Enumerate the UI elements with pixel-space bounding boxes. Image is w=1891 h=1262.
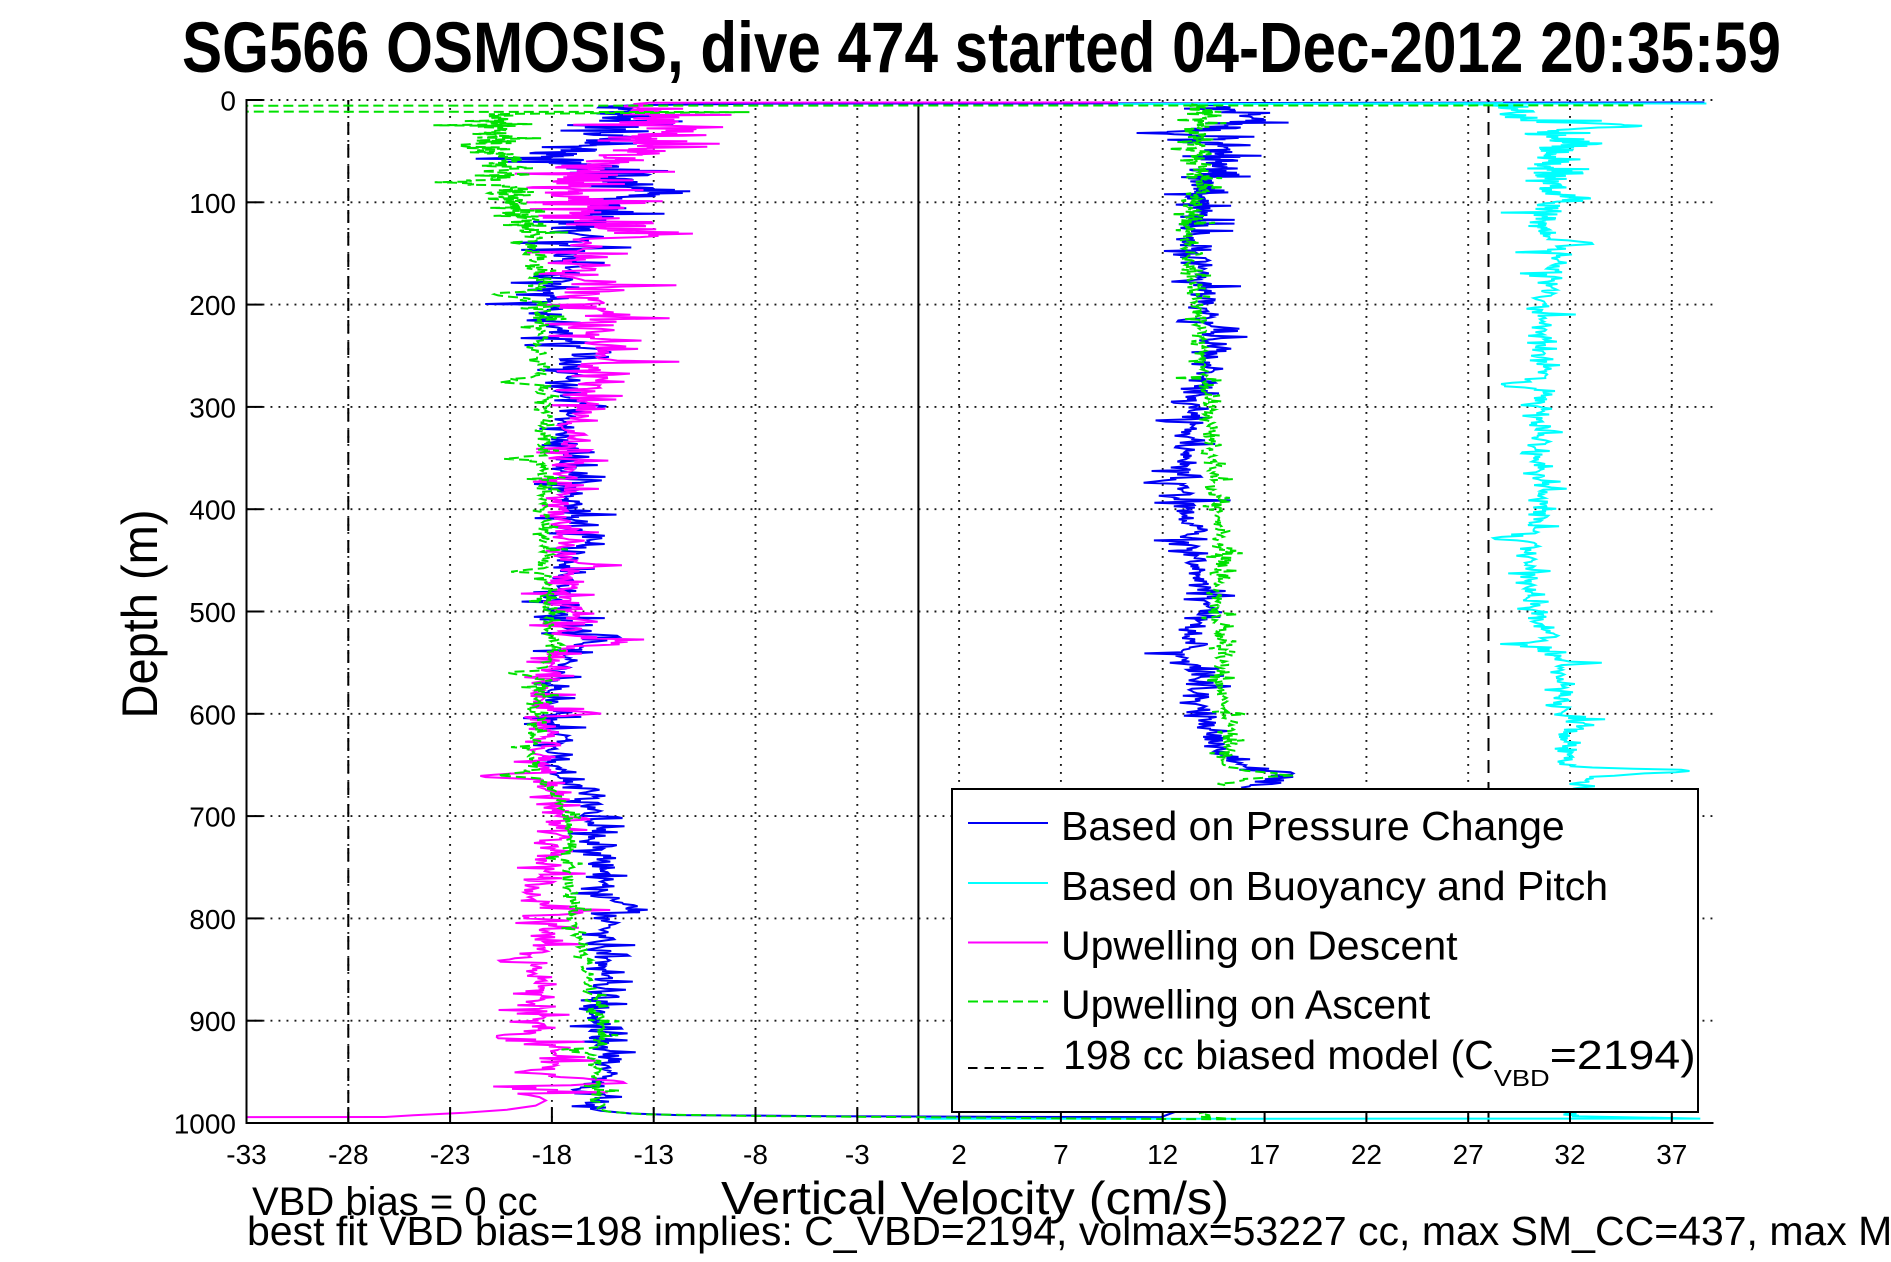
svg-text:7: 7 bbox=[1053, 1139, 1069, 1170]
svg-text:17: 17 bbox=[1249, 1139, 1280, 1170]
svg-text:27: 27 bbox=[1453, 1139, 1484, 1170]
svg-text:Upwelling on Ascent: Upwelling on Ascent bbox=[1061, 982, 1431, 1028]
svg-text:300: 300 bbox=[189, 392, 236, 423]
svg-text:SG566 OSMOSIS, dive 474 starte: SG566 OSMOSIS, dive 474 started 04-Dec-2… bbox=[182, 9, 1781, 88]
svg-text:-23: -23 bbox=[430, 1139, 470, 1170]
svg-text:700: 700 bbox=[189, 802, 236, 833]
svg-text:37: 37 bbox=[1656, 1139, 1687, 1170]
svg-text:-3: -3 bbox=[845, 1139, 870, 1170]
svg-text:-33: -33 bbox=[226, 1139, 266, 1170]
svg-text:Upwelling on Descent: Upwelling on Descent bbox=[1061, 923, 1458, 969]
svg-text:22: 22 bbox=[1351, 1139, 1382, 1170]
svg-text:VBD bias = 0 cc: VBD bias = 0 cc bbox=[252, 1180, 538, 1224]
svg-text:-28: -28 bbox=[328, 1139, 368, 1170]
svg-text:-13: -13 bbox=[633, 1139, 673, 1170]
svg-text:Based on Buoyancy and Pitch: Based on Buoyancy and Pitch bbox=[1061, 863, 1608, 909]
svg-text:200: 200 bbox=[189, 290, 236, 321]
svg-text:500: 500 bbox=[189, 597, 236, 628]
svg-text:900: 900 bbox=[189, 1006, 236, 1037]
svg-text:32: 32 bbox=[1554, 1139, 1585, 1170]
svg-text:400: 400 bbox=[189, 495, 236, 526]
svg-text:best fit VBD bias=198 implies:: best fit VBD bias=198 implies: C_VBD=219… bbox=[247, 1208, 1891, 1254]
svg-text:2: 2 bbox=[951, 1139, 967, 1170]
svg-text:Depth (m): Depth (m) bbox=[112, 510, 168, 719]
svg-text:12: 12 bbox=[1147, 1139, 1178, 1170]
svg-text:0: 0 bbox=[220, 86, 236, 117]
svg-text:600: 600 bbox=[189, 699, 236, 730]
svg-text:100: 100 bbox=[189, 188, 236, 219]
svg-text:Based on Pressure Change: Based on Pressure Change bbox=[1061, 803, 1565, 849]
svg-text:Vertical Velocity (cm/s): Vertical Velocity (cm/s) bbox=[721, 1172, 1229, 1224]
svg-text:-18: -18 bbox=[532, 1139, 572, 1170]
svg-text:800: 800 bbox=[189, 904, 236, 935]
svg-text:-8: -8 bbox=[743, 1139, 768, 1170]
svg-text:1000: 1000 bbox=[174, 1109, 236, 1140]
